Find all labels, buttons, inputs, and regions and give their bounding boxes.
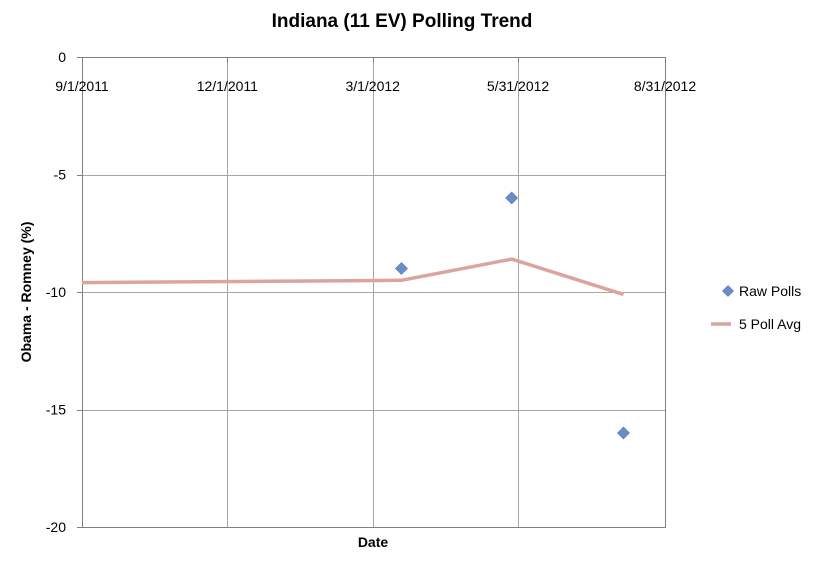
y-axis-ticks: 0 -5 -10 -15 -20 — [46, 49, 82, 535]
y-tick-label: -15 — [46, 402, 66, 418]
x-tick-label: 12/1/2011 — [197, 78, 258, 94]
x-axis-ticks: 9/1/2011 12/1/2011 3/1/2012 5/31/2012 8/31/2… — [55, 57, 696, 94]
grid-lines — [82, 57, 665, 527]
x-tick-label: 8/31/2012 — [634, 78, 696, 94]
y-tick-label: 0 — [58, 49, 66, 65]
raw-poll-point — [395, 262, 408, 275]
y-tick-label: -5 — [54, 167, 67, 183]
avg-line — [81, 257, 625, 297]
x-tick-label: 9/1/2011 — [55, 78, 109, 94]
chart-series — [81, 191, 630, 440]
chart-title: Indiana (11 EV) Polling Trend — [272, 11, 533, 32]
x-tick-label: 3/1/2012 — [345, 78, 400, 94]
legend-label: 5 Poll Avg — [739, 316, 801, 332]
raw-poll-point — [617, 426, 630, 440]
x-tick-label: 5/31/2012 — [487, 78, 549, 94]
y-axis-label: Obama - Romney (%) — [18, 222, 34, 363]
y-tick-label: -20 — [46, 519, 66, 535]
legend-marker-raw-polls — [722, 285, 734, 297]
x-axis-label: Date — [358, 534, 389, 550]
raw-poll-point — [505, 191, 519, 205]
legend: Raw Polls 5 Poll Avg — [711, 283, 801, 332]
y-tick-label: -10 — [46, 284, 66, 300]
legend-label: Raw Polls — [739, 283, 801, 299]
